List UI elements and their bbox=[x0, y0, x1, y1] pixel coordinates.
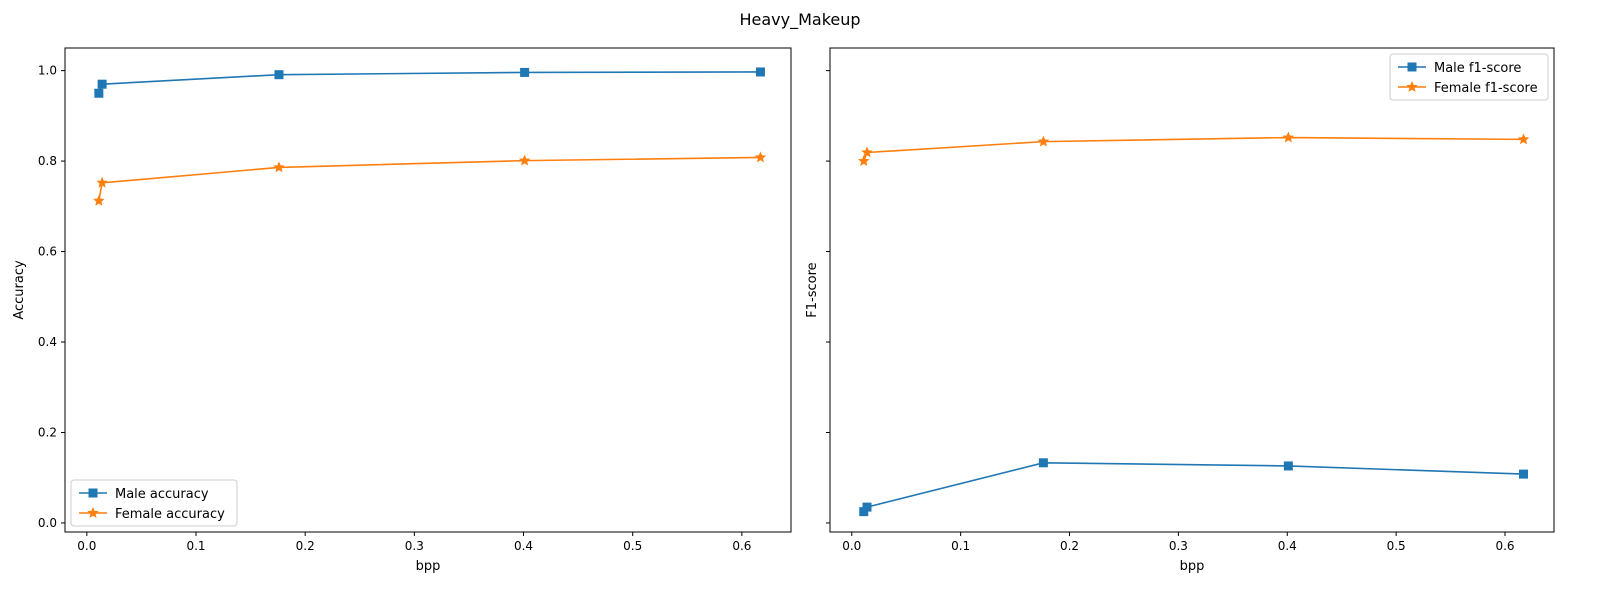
data-point bbox=[861, 146, 873, 158]
x-tick-label: 0.2 bbox=[296, 539, 315, 553]
x-tick-label: 0.2 bbox=[1060, 539, 1079, 553]
legend-box bbox=[1389, 53, 1549, 101]
x-tick-label: 0.1 bbox=[951, 539, 970, 553]
data-point bbox=[1282, 131, 1295, 143]
legend-label: Male f1-score bbox=[1434, 61, 1521, 76]
x-tick-label: 0.4 bbox=[1278, 539, 1297, 553]
x-tick-label: 0.1 bbox=[186, 539, 205, 553]
y-tick-label: 0.0 bbox=[38, 516, 57, 530]
x-tick-label: 0.5 bbox=[623, 539, 642, 553]
data-point bbox=[97, 79, 107, 89]
data-point bbox=[754, 151, 767, 163]
series-female-f1-score bbox=[858, 131, 1530, 166]
data-point bbox=[755, 67, 765, 77]
data-point bbox=[1037, 135, 1050, 147]
x-tick-label: 0.6 bbox=[1495, 539, 1514, 553]
legend-marker bbox=[1406, 80, 1418, 92]
y-tick-label: 0.4 bbox=[38, 335, 57, 349]
x-tick-label: 0.0 bbox=[842, 539, 861, 553]
figure-title: Heavy_Makeup bbox=[739, 10, 860, 30]
legend: Male accuracy Female accuracy bbox=[70, 479, 238, 527]
data-point bbox=[1519, 469, 1529, 479]
x-tick-label: 0.4 bbox=[514, 539, 533, 553]
legend-marker bbox=[87, 506, 99, 518]
x-axis-label: bpp bbox=[1180, 559, 1205, 574]
data-point bbox=[96, 176, 108, 188]
plot-frame bbox=[64, 47, 792, 533]
data-point bbox=[1517, 133, 1530, 145]
data-point bbox=[1283, 461, 1293, 471]
series-male-f1-score bbox=[859, 458, 1529, 517]
legend: Male f1-score Female f1-score bbox=[1389, 53, 1549, 101]
data-point bbox=[274, 70, 284, 80]
series-female-accuracy bbox=[93, 151, 767, 206]
data-point bbox=[273, 161, 285, 173]
data-point bbox=[520, 67, 530, 77]
y-axis-label: F1-score bbox=[805, 262, 820, 317]
x-tick-label: 0.0 bbox=[77, 539, 96, 553]
y-axis-label: Accuracy bbox=[12, 260, 27, 320]
y-tick-label: 0.8 bbox=[38, 154, 57, 168]
x-tick-label: 0.6 bbox=[732, 539, 751, 553]
data-point bbox=[93, 194, 105, 206]
plot-frame bbox=[829, 47, 1555, 533]
legend-label: Male accuracy bbox=[115, 487, 209, 502]
legend-label: Female accuracy bbox=[115, 507, 225, 522]
y-tick-label: 0.6 bbox=[38, 245, 57, 259]
legend-marker bbox=[88, 488, 98, 498]
series-male-accuracy bbox=[94, 67, 765, 98]
data-point bbox=[94, 88, 104, 98]
x-tick-label: 0.5 bbox=[1387, 539, 1406, 553]
x-axis-label: bpp bbox=[416, 559, 441, 574]
legend-label: Female f1-score bbox=[1434, 81, 1538, 96]
y-tick-label: 1.0 bbox=[38, 64, 57, 78]
data-point bbox=[518, 154, 531, 166]
f1-score-chart: 0.0 0.1 0.2 0.3 0.4 0.5 0.6 bpp F1-score Male f1-… bbox=[805, 47, 1555, 574]
accuracy-chart: 0.0 0.1 0.2 0.3 0.4 0.5 0.6 0.0 0.2 0.4 0.6 0.8 1.0 b… bbox=[12, 47, 792, 574]
legend-marker bbox=[1407, 62, 1417, 72]
data-point bbox=[858, 155, 870, 166]
legend-box bbox=[70, 479, 238, 527]
x-tick-label: 0.3 bbox=[1169, 539, 1188, 553]
data-point bbox=[1038, 458, 1048, 468]
data-point bbox=[862, 502, 872, 512]
x-tick-label: 0.3 bbox=[405, 539, 424, 553]
y-tick-label: 0.2 bbox=[38, 425, 57, 439]
